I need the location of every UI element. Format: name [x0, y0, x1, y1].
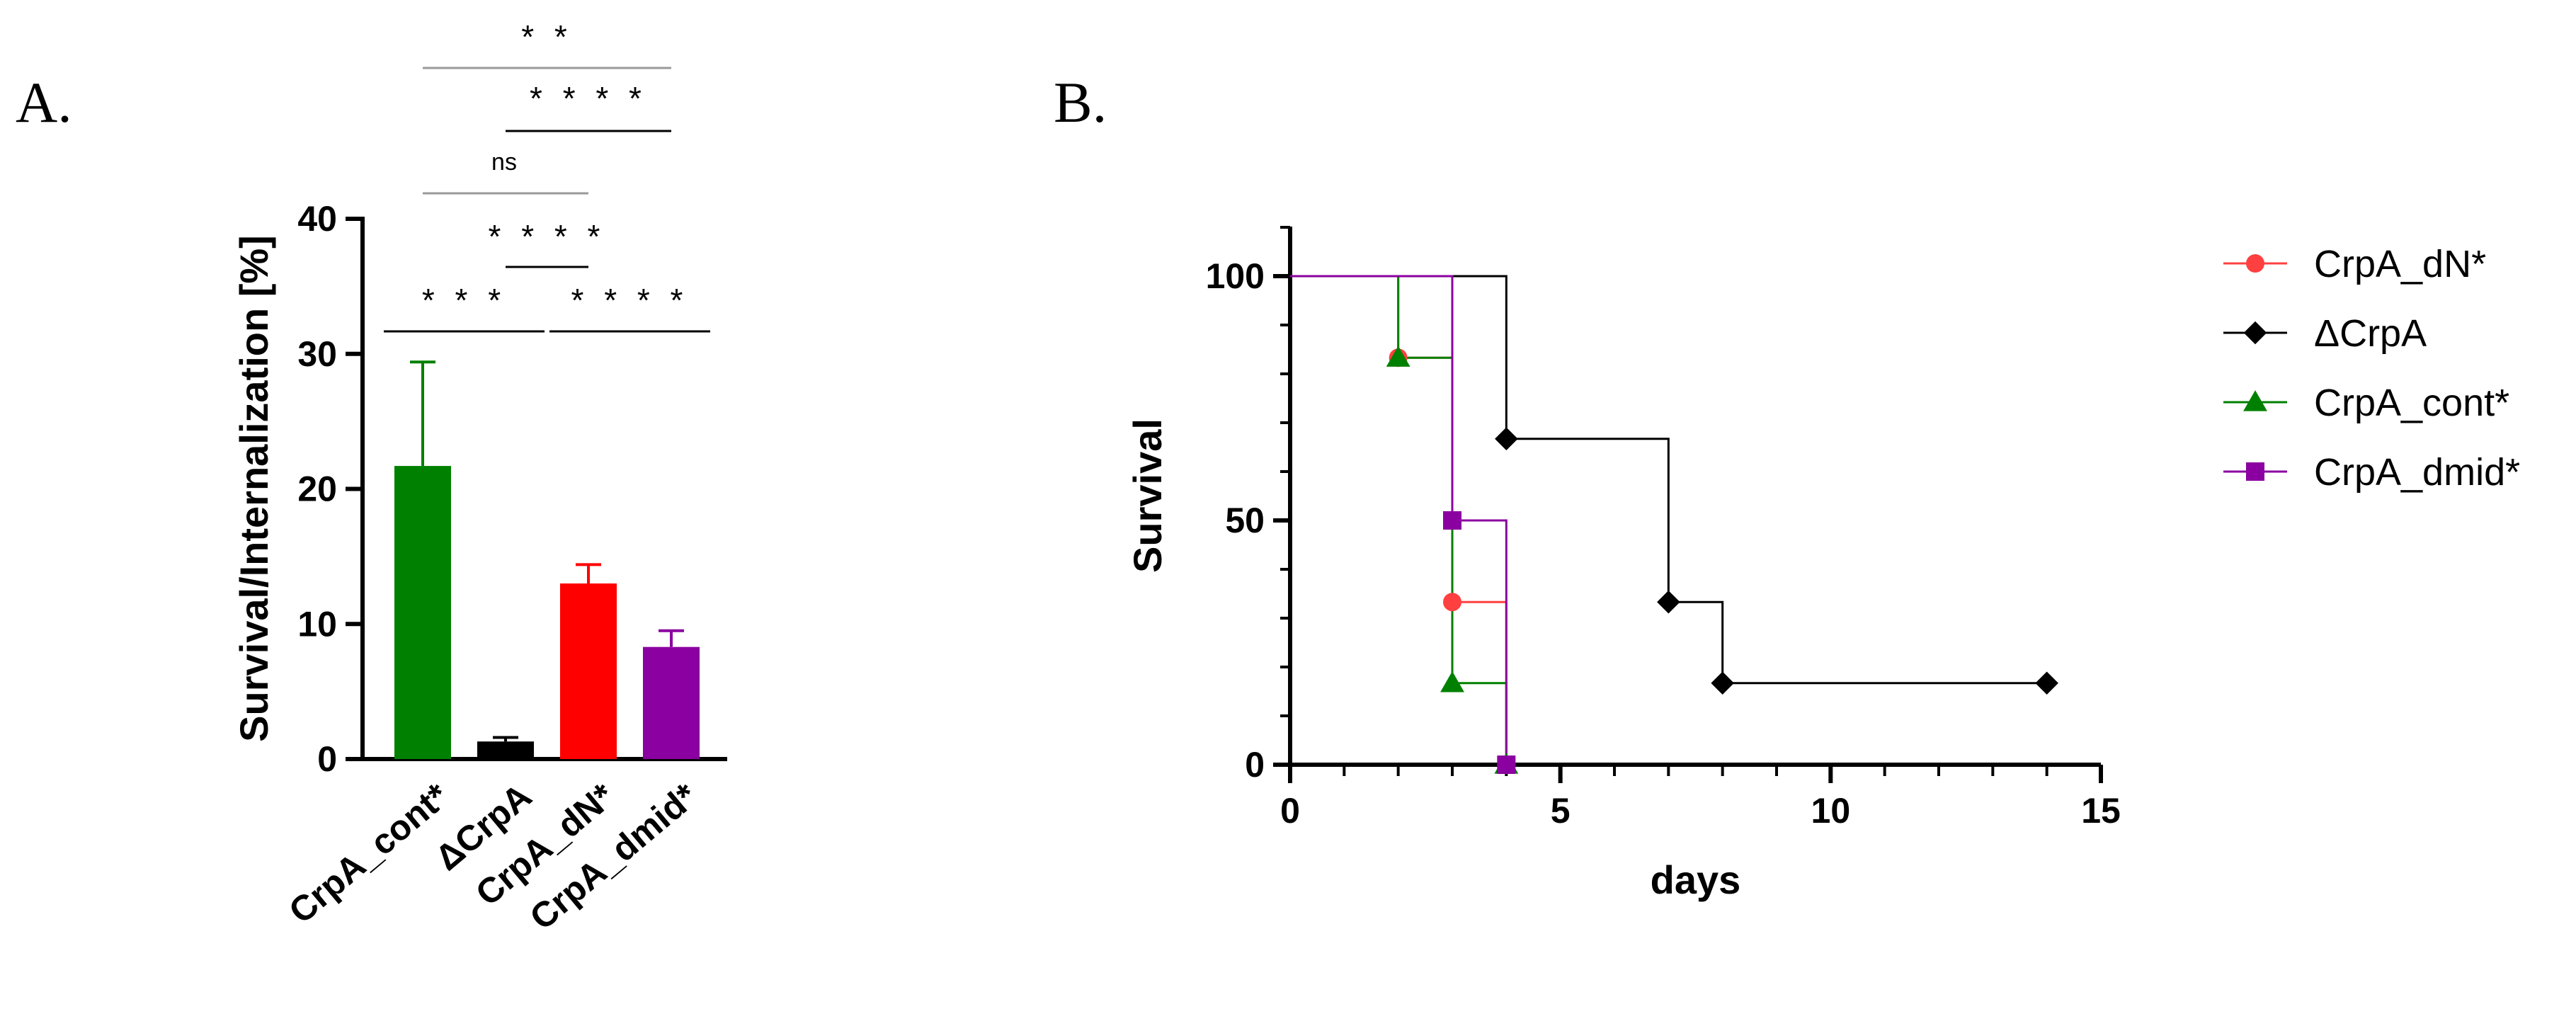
legend-label: CrpA_dmid*: [2314, 451, 2520, 494]
panel-b-letter: B.: [1054, 70, 1107, 135]
x-tick-label: 10: [1811, 791, 1851, 831]
y-tick-label: 50: [1225, 501, 1265, 540]
series-marker: [1495, 427, 1518, 451]
x-tick-label: 5: [1551, 791, 1571, 831]
legend-marker: [2246, 462, 2264, 481]
chart-legend: CrpA_dN* ΔCrpA CrpA_cont* CrpA_dmid*: [2223, 243, 2520, 494]
legend-marker: [2246, 254, 2264, 273]
series-line: [1290, 275, 2047, 685]
y-axis-title: Survival/Internalization [%]: [232, 235, 276, 742]
bar: [643, 646, 700, 759]
category-label: CrpA_cont*: [281, 775, 456, 931]
y-tick-label: 0: [317, 739, 337, 779]
y-tick-label: 10: [297, 604, 337, 644]
legend-marker: [2243, 390, 2267, 411]
series-marker: [2035, 671, 2058, 695]
series-marker: [1497, 756, 1516, 774]
y-tick-label: 100: [1206, 256, 1265, 296]
survival-chart-panel: 0 50 100 0 5 10 15 days Survival: [1125, 226, 2121, 902]
y-axis-title: Survival: [1125, 418, 1170, 573]
bar-chart-panel: 0 10 20 30 40 Survival/Internalization [%]Crp…: [232, 18, 727, 937]
legend-label: ΔCrpA: [2314, 312, 2427, 355]
significance-label: * * * *: [489, 218, 606, 255]
significance-label: * * * *: [571, 282, 689, 319]
legend-marker: [2243, 321, 2267, 345]
series-marker: [1443, 511, 1461, 530]
series-marker: [1440, 671, 1464, 692]
panel-a-letter: A.: [16, 70, 72, 135]
significance-label: * * * *: [530, 80, 647, 117]
significance-label: * *: [521, 18, 573, 55]
y-tick-label: 40: [297, 199, 337, 239]
bar: [477, 741, 534, 759]
x-tick-label: 15: [2081, 791, 2121, 831]
series-marker: [1386, 346, 1410, 367]
y-tick-label: 30: [297, 334, 337, 374]
series-marker: [1443, 593, 1461, 612]
bar: [560, 583, 617, 759]
legend-label: CrpA_cont*: [2314, 382, 2509, 424]
y-tick-label: 20: [297, 469, 337, 509]
significance-label: ns: [491, 149, 517, 176]
significance-label: * * *: [422, 282, 506, 319]
legend-label: CrpA_dN*: [2314, 243, 2486, 285]
series-marker: [1657, 590, 1680, 614]
bar: [394, 466, 451, 759]
series-marker: [1711, 671, 1734, 695]
x-axis-title: days: [1651, 857, 1741, 902]
x-tick-label: 0: [1280, 791, 1300, 831]
y-tick-label: 0: [1245, 745, 1265, 785]
